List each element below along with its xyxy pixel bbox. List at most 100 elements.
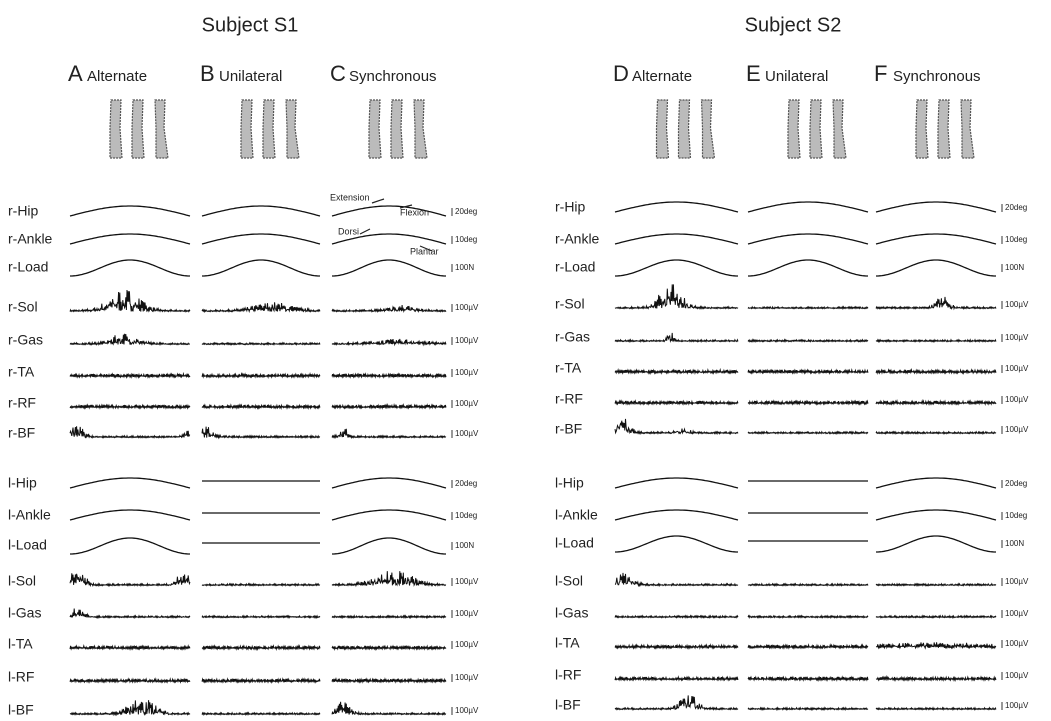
scale-label: 100µV [1005, 577, 1029, 586]
scale-label: 100µV [1005, 639, 1029, 648]
scale-label: 100µV [1005, 300, 1029, 309]
emg-trace [331, 676, 447, 684]
kinematic-trace [69, 233, 191, 245]
emg-trace [69, 289, 191, 313]
scale-label: 10deg [455, 235, 477, 244]
emg-trace [614, 418, 739, 436]
subject-title: Subject S1 [202, 14, 299, 36]
emg-trace [201, 372, 321, 379]
emg-trace [747, 338, 869, 343]
scale-label: 100µV [455, 640, 479, 649]
row-label: l-RF [8, 669, 34, 685]
emg-trace [331, 644, 447, 652]
row-label: l-Load [8, 537, 47, 553]
emg-trace [69, 403, 191, 410]
scale-label: 100N [455, 541, 474, 550]
leg-icon [109, 99, 123, 159]
emg-trace [331, 372, 447, 379]
row-label: r-Load [8, 259, 48, 275]
scale-label: 100µV [1005, 609, 1029, 618]
kinematic-trace [331, 509, 447, 521]
leg-icon [413, 99, 428, 159]
leg-icon [390, 99, 404, 159]
annotation: Plantar [410, 246, 439, 256]
emg-trace [201, 302, 321, 314]
row-label: l-Load [555, 535, 594, 551]
kinematic-trace [615, 259, 738, 277]
scale-label: 100µV [1005, 701, 1029, 710]
emg-trace [331, 428, 447, 440]
leg-icon [655, 99, 670, 159]
scale-label: 100µV [1005, 333, 1029, 342]
scale-label: 10deg [1005, 511, 1027, 520]
kinematic-trace [614, 233, 739, 245]
scale-label: 100µV [455, 429, 479, 438]
emg-trace [747, 368, 869, 375]
kinematic-trace [331, 205, 447, 217]
row-label: l-Sol [555, 573, 583, 589]
emg-trace [614, 572, 739, 588]
leg-icon [262, 99, 276, 159]
emg-trace [875, 296, 997, 311]
row-label: r-Gas [555, 329, 590, 345]
emg-trace [747, 614, 869, 620]
emg-trace [614, 675, 739, 682]
row-label: r-BF [555, 421, 582, 437]
kinematic-trace [202, 259, 320, 277]
kinematic-trace [201, 205, 321, 217]
annotation: Extension [330, 192, 370, 202]
scale-label: 100µV [455, 368, 479, 377]
row-label: l-Hip [555, 475, 584, 491]
emg-trace [614, 332, 739, 343]
emg-trace [331, 614, 447, 620]
emg-trace [69, 573, 191, 588]
condition-letter: C [330, 61, 346, 86]
condition-name: Alternate [87, 68, 147, 85]
condition-letter: F [874, 61, 887, 86]
emg-trace [201, 403, 321, 411]
scale-label: 20deg [1005, 479, 1027, 488]
kinematic-trace [747, 233, 869, 245]
leg-icon [700, 99, 716, 159]
scale-label: 100µV [455, 706, 479, 715]
scale-label: 100µV [455, 399, 479, 408]
kinematic-trace [747, 201, 869, 213]
leg-icon [240, 99, 254, 159]
kinematic-trace [875, 509, 997, 521]
condition-name: Alternate [632, 68, 692, 85]
emg-trace [201, 711, 321, 717]
row-label: r-Gas [8, 332, 43, 348]
row-label: l-TA [555, 635, 580, 651]
leg-icon [677, 99, 692, 159]
scale-label: 100µV [455, 673, 479, 682]
kinematic-trace [614, 201, 739, 213]
emg-trace [69, 608, 191, 620]
emg-trace [331, 701, 447, 716]
scale-label: 100µV [455, 609, 479, 618]
row-label: r-RF [555, 391, 583, 407]
leg-icon [937, 99, 951, 159]
scale-label: 100µV [455, 577, 479, 586]
condition-letter: A [68, 61, 83, 86]
scale-label: 100µV [1005, 425, 1029, 434]
kinematic-trace [614, 477, 739, 489]
kinematic-trace [876, 259, 996, 277]
emg-trace [614, 399, 739, 406]
kinematic-trace [332, 537, 446, 555]
row-label: r-TA [8, 364, 35, 380]
row-label: r-Load [555, 259, 595, 275]
annotation: Flexion [400, 207, 429, 217]
emg-trace [747, 305, 869, 310]
emg-trace [747, 706, 869, 712]
row-label: l-Gas [555, 605, 588, 621]
scale-label: 100N [1005, 539, 1024, 548]
emg-trace [614, 695, 739, 711]
row-label: r-Ankle [8, 231, 53, 247]
emg-trace [69, 700, 191, 717]
scale-label: 100N [1005, 263, 1024, 272]
row-label: r-Hip [8, 203, 39, 219]
scale-label: 20deg [455, 207, 477, 216]
kinematic-trace [614, 509, 739, 521]
scale-label: 10deg [1005, 235, 1027, 244]
